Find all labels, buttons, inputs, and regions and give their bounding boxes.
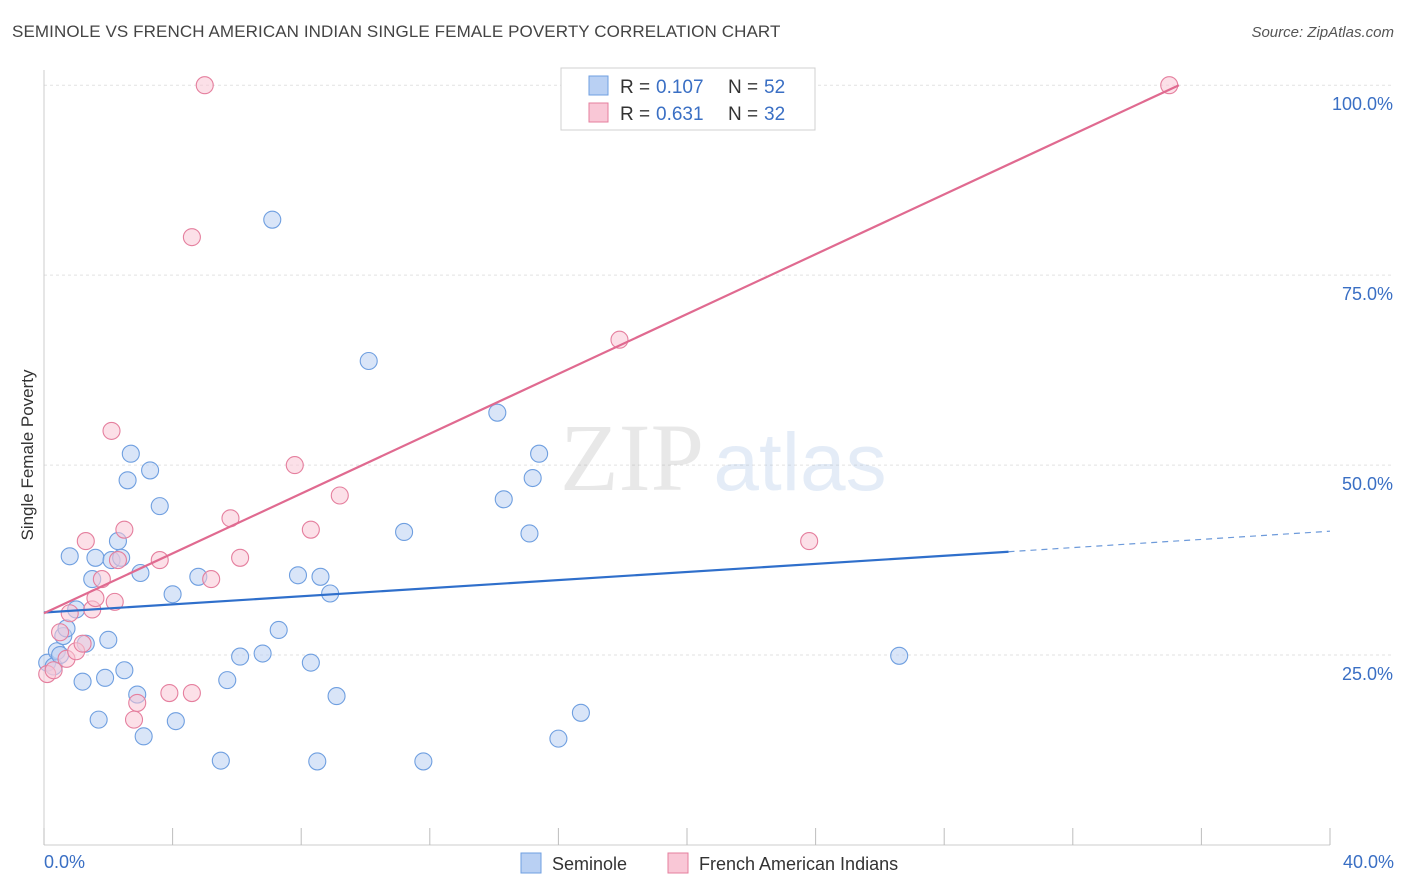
legend-n-value-1: 52 bbox=[764, 77, 785, 98]
point-seminole-45 bbox=[494, 490, 513, 509]
legend-n-value-2: 32 bbox=[764, 104, 785, 125]
point-seminole-22 bbox=[131, 563, 150, 583]
point-french-4 bbox=[60, 604, 79, 623]
point-french-13 bbox=[108, 551, 127, 570]
point-french-25 bbox=[285, 456, 304, 475]
point-french-20 bbox=[182, 683, 201, 703]
bottom-legend-label-seminole: Seminole bbox=[552, 854, 627, 874]
point-seminole-37 bbox=[308, 752, 327, 771]
point-french-24 bbox=[231, 548, 250, 567]
legend-box: R = 0.107 N = 52 R = 0.631 N = 32 bbox=[560, 67, 816, 131]
point-seminole-20 bbox=[121, 444, 140, 463]
y-tick-label-2: 75.0% bbox=[1342, 284, 1393, 304]
legend-swatch-seminole bbox=[588, 75, 609, 96]
bottom-legend-label-french: French American Indians bbox=[699, 854, 898, 874]
x-tick-label-min: 0.0% bbox=[44, 852, 86, 872]
point-french-16 bbox=[128, 693, 147, 712]
point-seminole-46 bbox=[520, 524, 539, 543]
point-french-2 bbox=[51, 623, 70, 642]
y-tick-label-1: 50.0% bbox=[1342, 474, 1393, 494]
point-seminole-31 bbox=[231, 647, 250, 666]
source-label: Source: ZipAtlas.com bbox=[1251, 24, 1394, 41]
legend-swatch-french bbox=[588, 102, 609, 123]
point-seminole-24 bbox=[141, 461, 160, 480]
point-french-11 bbox=[102, 421, 121, 440]
legend-n-label-2: N = bbox=[728, 104, 758, 125]
point-seminole-12 bbox=[89, 710, 108, 729]
data-points bbox=[38, 76, 1179, 771]
point-seminole-34 bbox=[269, 620, 288, 640]
legend-r-value-2: 0.631 bbox=[656, 104, 704, 125]
trend-line-seminole bbox=[43, 550, 1009, 614]
point-seminole-26 bbox=[163, 585, 182, 604]
point-seminole-42 bbox=[395, 522, 414, 542]
watermark: ZIP atlas bbox=[560, 404, 887, 511]
point-seminole-50 bbox=[571, 703, 590, 722]
point-french-18 bbox=[160, 683, 179, 703]
bottom-legend-swatch-seminole bbox=[520, 852, 542, 874]
point-french-1 bbox=[44, 661, 63, 680]
point-seminole-19 bbox=[118, 471, 137, 490]
point-seminole-14 bbox=[99, 630, 118, 649]
point-seminole-30 bbox=[218, 671, 237, 690]
point-seminole-51 bbox=[890, 646, 909, 665]
trend-line-french bbox=[43, 84, 1180, 615]
point-french-27 bbox=[330, 486, 349, 505]
point-seminole-6 bbox=[60, 547, 79, 566]
point-seminole-32 bbox=[253, 644, 272, 663]
point-seminole-23 bbox=[134, 727, 153, 746]
point-french-10 bbox=[92, 570, 111, 589]
legend-r-value-1: 0.107 bbox=[656, 77, 704, 98]
trend-extension-seminole bbox=[1008, 530, 1331, 553]
point-french-31 bbox=[1160, 76, 1179, 95]
point-seminole-44 bbox=[488, 403, 507, 422]
x-ticks bbox=[43, 828, 1331, 845]
point-seminole-40 bbox=[327, 687, 346, 706]
point-seminole-43 bbox=[414, 752, 433, 771]
point-seminole-47 bbox=[523, 468, 542, 488]
point-french-6 bbox=[73, 634, 92, 653]
point-seminole-11 bbox=[86, 548, 105, 567]
point-seminole-18 bbox=[115, 661, 134, 680]
watermark-atlas: atlas bbox=[713, 417, 886, 508]
point-french-19 bbox=[182, 228, 201, 247]
point-seminole-35 bbox=[288, 566, 308, 585]
chart-title: SEMINOLE VS FRENCH AMERICAN INDIAN SINGL… bbox=[12, 22, 781, 41]
point-french-12 bbox=[105, 592, 124, 611]
x-tick-label-max: 40.0% bbox=[1342, 852, 1394, 872]
point-french-7 bbox=[76, 532, 95, 551]
legend-r-label-2: R = bbox=[620, 104, 650, 125]
y-tick-label-0: 25.0% bbox=[1342, 664, 1393, 684]
point-seminole-49 bbox=[549, 729, 568, 748]
point-seminole-25 bbox=[150, 497, 169, 516]
point-seminole-38 bbox=[311, 567, 330, 586]
point-french-14 bbox=[115, 520, 134, 539]
point-french-21 bbox=[195, 76, 214, 95]
point-seminole-48 bbox=[530, 444, 549, 463]
point-french-22 bbox=[202, 570, 221, 589]
point-seminole-41 bbox=[359, 351, 378, 371]
watermark-zip: ZIP bbox=[560, 404, 704, 511]
point-seminole-13 bbox=[96, 668, 115, 687]
point-french-26 bbox=[301, 520, 320, 539]
point-seminole-36 bbox=[301, 653, 320, 672]
point-french-30 bbox=[800, 532, 819, 551]
point-seminole-29 bbox=[211, 751, 230, 770]
y-tick-label-3: 100.0% bbox=[1332, 94, 1393, 114]
point-french-15 bbox=[124, 710, 144, 729]
bottom-legend: Seminole French American Indians bbox=[520, 852, 898, 874]
legend-r-label-1: R = bbox=[620, 77, 650, 98]
point-seminole-27 bbox=[166, 712, 185, 731]
y-tick-labels: 25.0% 50.0% 75.0% 100.0% bbox=[1332, 94, 1393, 684]
trend-lines bbox=[43, 84, 1331, 615]
bottom-legend-swatch-french bbox=[667, 852, 689, 874]
legend-n-label-1: N = bbox=[728, 77, 758, 98]
point-seminole-8 bbox=[73, 672, 92, 691]
point-seminole-33 bbox=[263, 210, 282, 229]
